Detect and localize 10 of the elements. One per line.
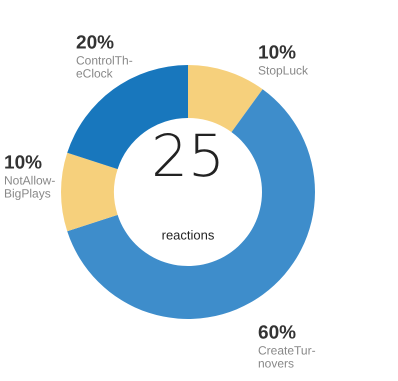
- data-label: 10%: [4, 152, 42, 174]
- data-label: 10%: [258, 42, 296, 64]
- slice-label: StopLuck: [258, 64, 310, 78]
- slice-label: ControlTh- eClock: [76, 54, 133, 80]
- data-label: 20%: [76, 32, 114, 54]
- text: 25: [151, 122, 225, 190]
- text: reactions: [162, 228, 215, 242]
- data-label: 60%: [258, 322, 296, 344]
- slice-label: CreateTur- novers: [258, 344, 316, 370]
- slice-label: NotAllow- BigPlays: [4, 174, 56, 200]
